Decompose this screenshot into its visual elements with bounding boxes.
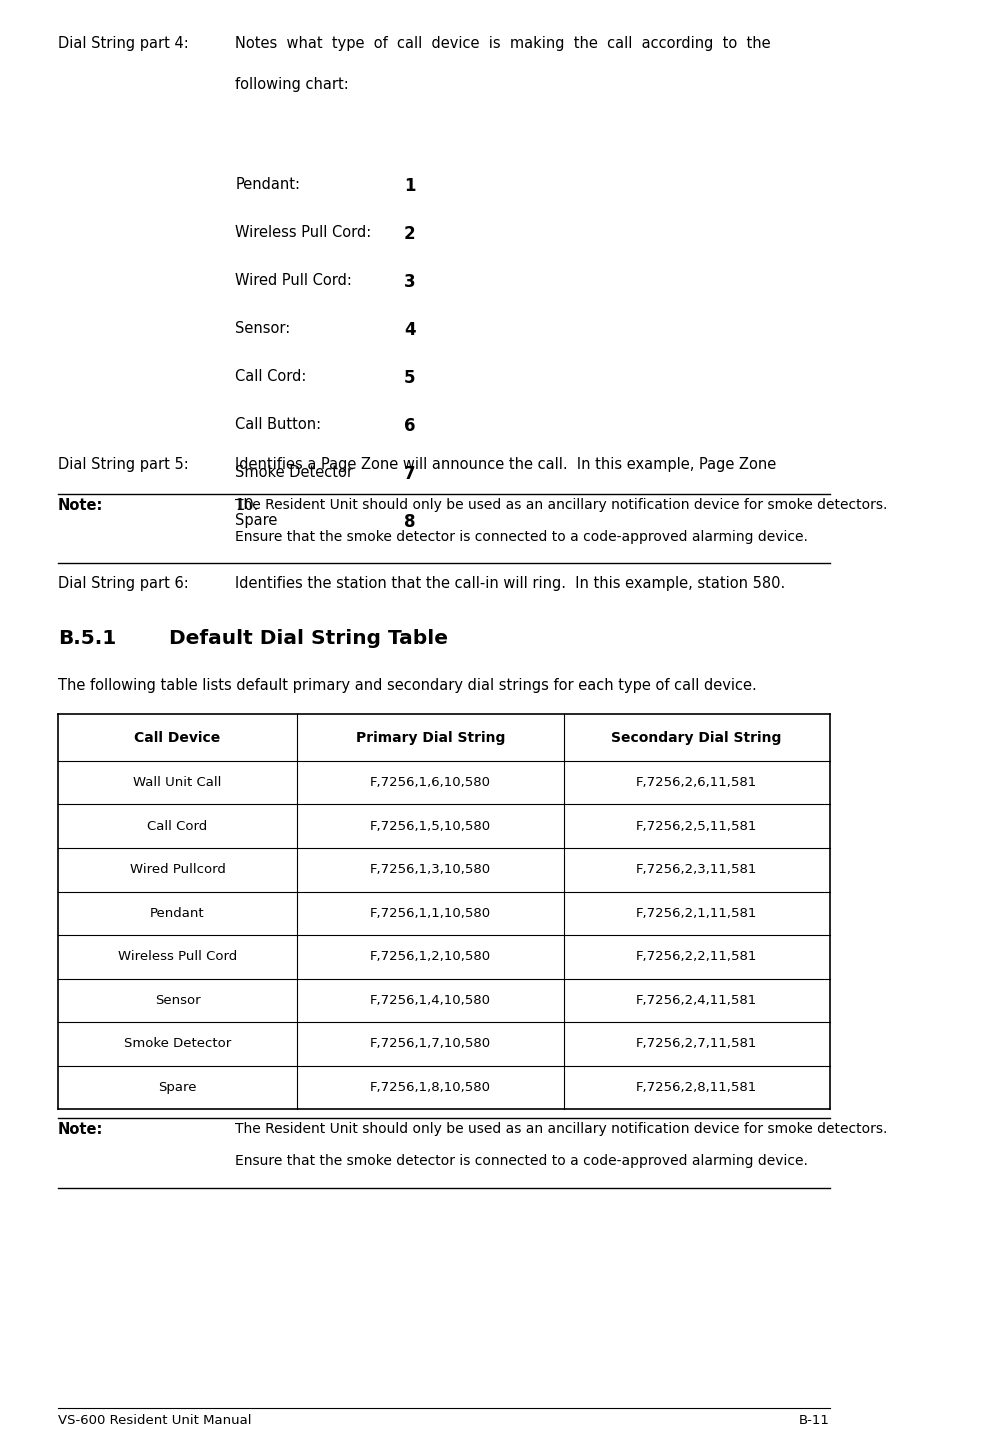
Text: Wall Unit Call: Wall Unit Call xyxy=(133,777,222,788)
Text: Wired Pullcord: Wired Pullcord xyxy=(129,864,226,876)
Text: 7: 7 xyxy=(404,465,415,482)
Text: F,7256,2,3,11,581: F,7256,2,3,11,581 xyxy=(636,864,757,876)
Text: VS-600 Resident Unit Manual: VS-600 Resident Unit Manual xyxy=(58,1414,251,1427)
Text: B.5.1: B.5.1 xyxy=(58,629,116,648)
Text: F,7256,1,8,10,580: F,7256,1,8,10,580 xyxy=(370,1082,490,1093)
Text: Wireless Pull Cord:: Wireless Pull Cord: xyxy=(235,225,372,240)
Text: F,7256,2,8,11,581: F,7256,2,8,11,581 xyxy=(636,1082,757,1093)
Text: Ensure that the smoke detector is connected to a code-approved alarming device.: Ensure that the smoke detector is connec… xyxy=(235,530,808,544)
Text: 5: 5 xyxy=(404,369,415,386)
Text: 2: 2 xyxy=(404,225,415,242)
Text: Sensor: Sensor xyxy=(155,995,200,1006)
Text: Call Cord:: Call Cord: xyxy=(235,369,306,383)
Text: F,7256,1,7,10,580: F,7256,1,7,10,580 xyxy=(370,1038,490,1050)
Text: Dial String part 5:: Dial String part 5: xyxy=(58,457,188,472)
Text: Call Cord: Call Cord xyxy=(147,820,208,832)
Text: F,7256,1,6,10,580: F,7256,1,6,10,580 xyxy=(370,777,490,788)
Text: Wireless Pull Cord: Wireless Pull Cord xyxy=(118,951,237,963)
Text: The Resident Unit should only be used as an ancillary notification device for sm: The Resident Unit should only be used as… xyxy=(235,498,888,513)
Text: Spare: Spare xyxy=(158,1082,197,1093)
Text: Call Button:: Call Button: xyxy=(235,417,322,431)
Text: B-11: B-11 xyxy=(799,1414,830,1427)
Text: F,7256,1,2,10,580: F,7256,1,2,10,580 xyxy=(370,951,490,963)
Text: Note:: Note: xyxy=(58,1122,103,1137)
Text: Wired Pull Cord:: Wired Pull Cord: xyxy=(235,273,352,287)
Text: Identifies the station that the call-in will ring.  In this example, station 580: Identifies the station that the call-in … xyxy=(235,576,786,591)
Text: Dial String part 6:: Dial String part 6: xyxy=(58,576,188,591)
Text: 8: 8 xyxy=(404,513,415,530)
Text: Note:: Note: xyxy=(58,498,103,513)
Text: Ensure that the smoke detector is connected to a code-approved alarming device.: Ensure that the smoke detector is connec… xyxy=(235,1154,808,1169)
Text: Default Dial String Table: Default Dial String Table xyxy=(169,629,447,648)
Text: 4: 4 xyxy=(404,321,415,338)
Text: The Resident Unit should only be used as an ancillary notification device for sm: The Resident Unit should only be used as… xyxy=(235,1122,888,1137)
Text: F,7256,1,5,10,580: F,7256,1,5,10,580 xyxy=(370,820,490,832)
Text: F,7256,2,7,11,581: F,7256,2,7,11,581 xyxy=(636,1038,757,1050)
Text: Call Device: Call Device xyxy=(134,730,221,745)
Text: Pendant: Pendant xyxy=(150,908,205,919)
Text: Spare: Spare xyxy=(235,513,278,527)
Text: 6: 6 xyxy=(404,417,415,434)
Text: F,7256,1,1,10,580: F,7256,1,1,10,580 xyxy=(370,908,490,919)
Text: F,7256,2,5,11,581: F,7256,2,5,11,581 xyxy=(636,820,757,832)
Text: F,7256,2,6,11,581: F,7256,2,6,11,581 xyxy=(636,777,757,788)
Text: 1: 1 xyxy=(404,177,415,195)
Text: 10.: 10. xyxy=(235,498,259,513)
Text: Identifies a Page Zone will announce the call.  In this example, Page Zone: Identifies a Page Zone will announce the… xyxy=(235,457,776,472)
Text: following chart:: following chart: xyxy=(235,77,349,91)
Text: Smoke Detector: Smoke Detector xyxy=(124,1038,232,1050)
Text: Pendant:: Pendant: xyxy=(235,177,300,192)
Text: Smoke Detector: Smoke Detector xyxy=(235,465,353,479)
Text: F,7256,1,3,10,580: F,7256,1,3,10,580 xyxy=(370,864,490,876)
Text: The following table lists default primary and secondary dial strings for each ty: The following table lists default primar… xyxy=(58,678,756,693)
Text: Sensor:: Sensor: xyxy=(235,321,290,335)
Text: Notes  what  type  of  call  device  is  making  the  call  according  to  the: Notes what type of call device is making… xyxy=(235,36,771,51)
Text: Primary Dial String: Primary Dial String xyxy=(356,730,505,745)
Text: F,7256,1,4,10,580: F,7256,1,4,10,580 xyxy=(370,995,490,1006)
Text: 3: 3 xyxy=(404,273,415,290)
Text: F,7256,2,1,11,581: F,7256,2,1,11,581 xyxy=(636,908,757,919)
Text: F,7256,2,2,11,581: F,7256,2,2,11,581 xyxy=(636,951,757,963)
Text: Dial String part 4:: Dial String part 4: xyxy=(58,36,188,51)
Text: Secondary Dial String: Secondary Dial String xyxy=(611,730,782,745)
Text: F,7256,2,4,11,581: F,7256,2,4,11,581 xyxy=(636,995,757,1006)
